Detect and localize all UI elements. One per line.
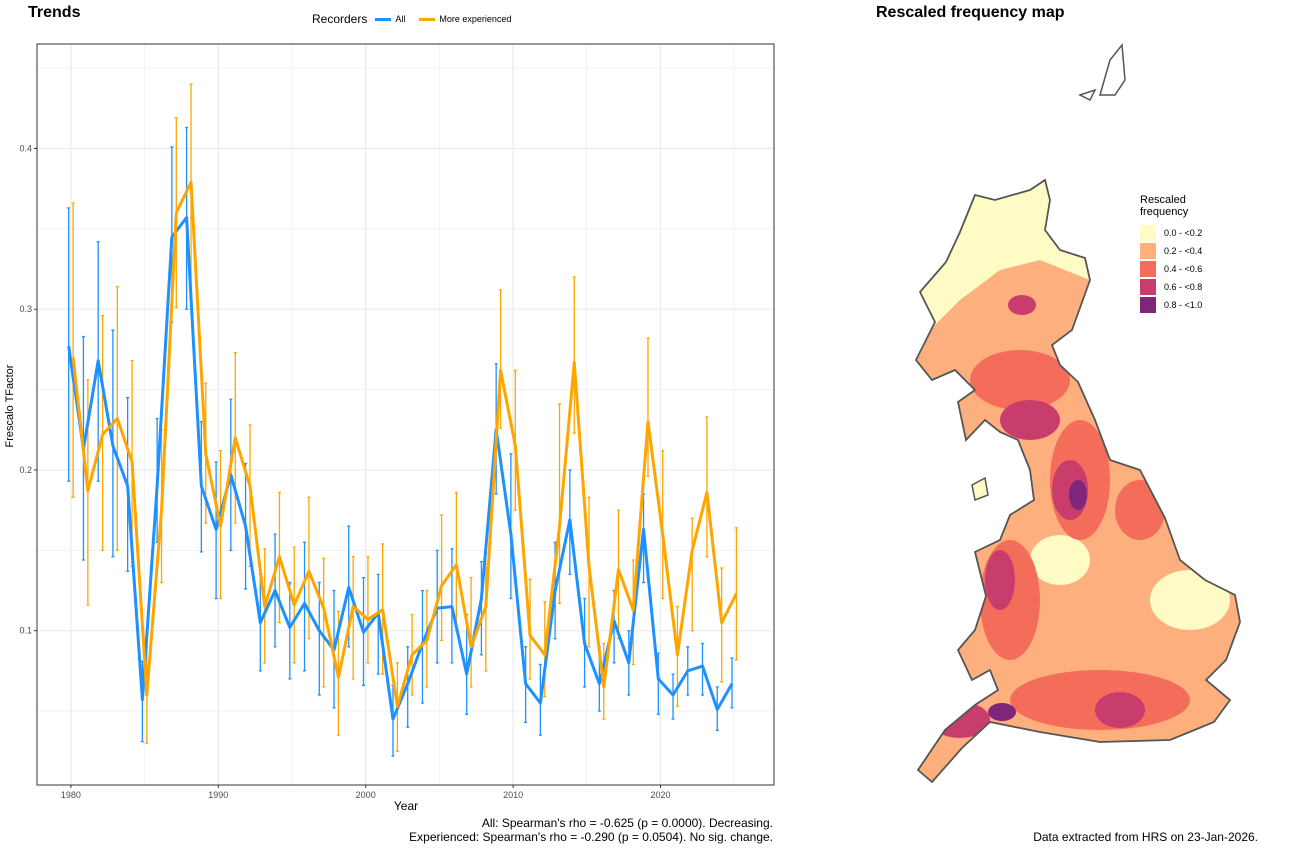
map-legend-item: 0.8 - <1.0: [1140, 296, 1202, 314]
map-legend-title-1: Rescaled: [1140, 194, 1186, 206]
map-legend-label: 0.0 - <0.2: [1164, 228, 1203, 238]
map-legend-label: 0.6 - <0.8: [1164, 282, 1203, 292]
northern-isles: [1078, 43, 1126, 102]
map-legend-item: 0.4 - <0.6: [1140, 260, 1202, 278]
map-legend-label: 0.4 - <0.6: [1164, 264, 1203, 274]
y-tick-label: 0.2: [19, 465, 32, 475]
map-legend-label: 0.8 - <1.0: [1164, 300, 1203, 310]
stats-footnote-all: All: Spearman's rho = -0.625 (p = 0.0000…: [481, 816, 773, 830]
legend-label-experienced: More experienced: [439, 14, 512, 24]
map-legend-item: 0.0 - <0.2: [1140, 224, 1202, 242]
series-line-experienced: [71, 180, 738, 708]
series-line-all: [67, 216, 734, 721]
map-legend-title-2: frequency: [1140, 206, 1189, 218]
x-tick-label: 2000: [356, 790, 376, 800]
y-tick-label: 0.4: [19, 143, 32, 153]
y-tick-label: 0.1: [19, 626, 32, 636]
x-tick-label: 2020: [650, 790, 670, 800]
trends-title: Trends: [28, 4, 81, 21]
stats-footnote-experienced: Experienced: Spearman's rho = -0.290 (p …: [409, 830, 773, 844]
x-tick-label: 2010: [503, 790, 523, 800]
chart-legend: Recorders All More experienced: [312, 12, 511, 26]
y-tick-label: 0.3: [19, 304, 32, 314]
legend-label-all: All: [395, 14, 406, 24]
x-tick-label: 1980: [61, 790, 81, 800]
isle-of-man: [971, 476, 989, 502]
legend-swatch-experienced: [419, 17, 436, 21]
plot-border: [36, 43, 775, 786]
map-legend-label: 0.2 - <0.4: [1164, 246, 1203, 256]
map-legend-item: 0.2 - <0.4: [1140, 242, 1202, 260]
legend-swatch-all: [375, 17, 392, 21]
data-source-footnote: Data extracted from HRS on 23-Jan-2026.: [1033, 830, 1258, 844]
map-title: Rescaled frequency map: [876, 4, 1065, 21]
x-axis-label: Year: [393, 799, 419, 813]
frequency-map: [915, 43, 1241, 783]
trend-chart: 0.1 0.2 0.3 0.4 1980 1990 2000 2010 2020: [19, 43, 775, 800]
map-legend: Rescaled frequency 0.0 - <0.2 0.2 - <0.4…: [1140, 194, 1202, 314]
legend-title: Recorders: [312, 12, 368, 26]
map-legend-item: 0.6 - <0.8: [1140, 278, 1202, 296]
x-tick-label: 1990: [208, 790, 228, 800]
